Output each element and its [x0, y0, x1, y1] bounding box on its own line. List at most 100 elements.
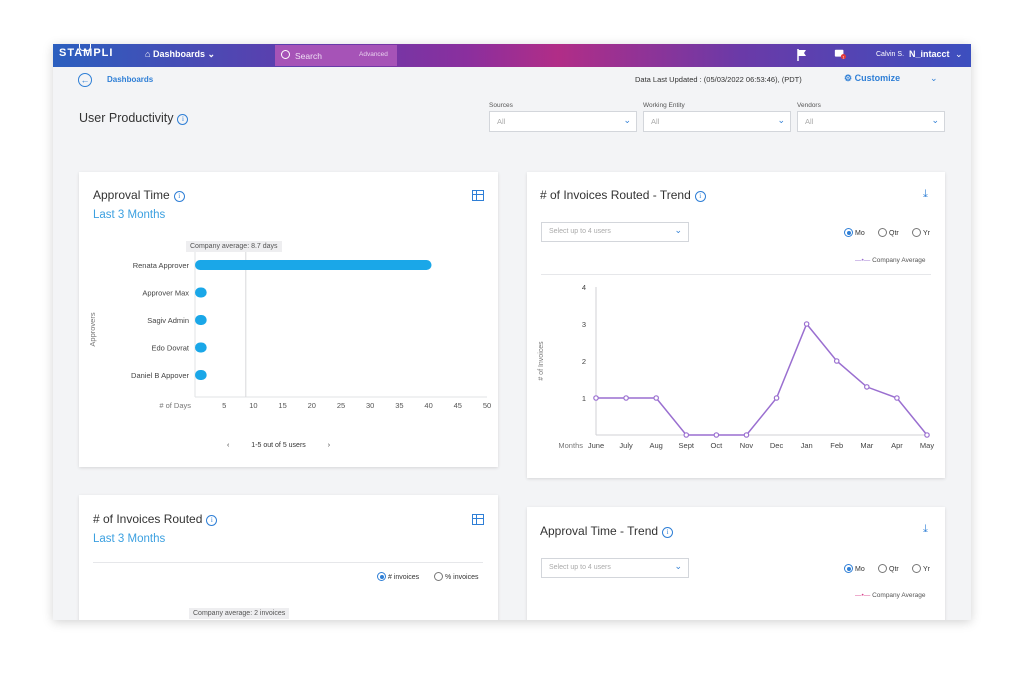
user-select[interactable]: Select up to 4 users ⌄: [541, 222, 689, 242]
org-name[interactable]: N_intacct: [909, 49, 950, 59]
page-title-text: User Productivity: [79, 111, 174, 125]
data-point: [894, 395, 900, 401]
chevron-down-icon: ⌄: [777, 115, 785, 125]
header-chevron-down-icon[interactable]: ⌄: [930, 73, 938, 83]
legend-marker-icon: —•—: [855, 592, 871, 599]
notification-count: 1: [842, 55, 844, 59]
user-select[interactable]: Select up to 4 users ⌄: [541, 558, 689, 578]
breadcrumb-dashboards[interactable]: Dashboards: [107, 75, 154, 84]
radio-invoice-count[interactable]: # invoices: [377, 572, 419, 581]
bar: [195, 315, 207, 325]
divider: [93, 562, 483, 563]
next-page-button[interactable]: ›: [327, 442, 331, 449]
legend-label: Company Average: [872, 592, 926, 599]
radio-quarter-label: Qtr: [889, 566, 899, 573]
approval-time-bar-chart: Renata Approver Approver Max Sagiv Admin Ed…: [88, 252, 491, 410]
bar: [195, 287, 207, 298]
radio-year-label: Yr: [923, 230, 930, 237]
table-view-icon[interactable]: [472, 190, 484, 201]
customize-button[interactable]: ⚙ Customize: [844, 73, 900, 84]
pagination: ‹ 1-5 out of 5 users ›: [227, 442, 330, 449]
customize-label: Customize: [854, 73, 901, 83]
x-tick-label: Aug: [650, 441, 663, 450]
radio-invoice-count-label: # invoices: [388, 574, 420, 581]
chevron-down-icon: ⌄: [623, 115, 631, 125]
download-icon[interactable]: ⤓: [923, 523, 928, 535]
company-average-tag: Company average: 2 invoices: [189, 608, 290, 619]
prev-page-button[interactable]: ‹: [227, 442, 230, 449]
info-icon[interactable]: i: [177, 114, 189, 125]
user-name[interactable]: Calvin S.: [876, 51, 905, 58]
pagination-text: 1-5 out of 5 users: [251, 442, 306, 449]
x-tick-label: Feb: [830, 441, 843, 450]
info-icon[interactable]: i: [206, 515, 218, 526]
x-tick-label: 20: [308, 401, 316, 410]
home-icon: ⌂: [145, 49, 151, 59]
radio-month[interactable]: Mo: [844, 564, 865, 573]
back-arrow-icon[interactable]: ←: [78, 73, 92, 87]
info-icon[interactable]: i: [694, 191, 706, 202]
legend-label: Company Average: [872, 257, 926, 264]
vendors-select[interactable]: All ⌄: [797, 111, 945, 132]
radio-quarter[interactable]: Qtr: [878, 228, 899, 237]
data-point: [803, 321, 810, 327]
legend-marker-icon: —•—: [855, 257, 871, 264]
flag-icon[interactable]: [797, 49, 807, 61]
x-tick-label: June: [588, 441, 604, 450]
x-tick-label: Sept: [679, 441, 695, 450]
x-tick-label: 5: [222, 401, 226, 410]
top-nav-bar: STAMPLI ⌂ Dashboards ⌄ Search Advanced 1…: [53, 44, 971, 67]
bar-category-label: Approver Max: [142, 289, 189, 298]
approval-trend-title: Approval Time - Trend i: [540, 524, 674, 538]
info-icon[interactable]: i: [173, 191, 185, 202]
info-icon[interactable]: i: [662, 527, 674, 538]
x-tick-label: 30: [366, 401, 374, 410]
radio-year[interactable]: Yr: [912, 228, 930, 237]
download-icon[interactable]: ⤓: [923, 188, 928, 200]
working-entity-select[interactable]: All ⌄: [643, 111, 791, 132]
x-tick-label: 50: [483, 401, 491, 410]
approval-time-title-text: Approval Time: [93, 188, 170, 202]
stampli-logo[interactable]: STAMPLI: [59, 44, 114, 59]
data-point: [924, 432, 930, 438]
table-view-icon[interactable]: [472, 514, 484, 525]
data-point: [623, 395, 629, 401]
bar-category-label: Edo Dovrat: [151, 344, 189, 353]
x-tick-label: Jan: [801, 441, 813, 450]
user-select-placeholder: Select up to 4 users: [549, 564, 611, 571]
chevron-down-icon: ⌄: [674, 225, 682, 235]
data-point: [653, 395, 659, 401]
dashboards-nav-menu[interactable]: ⌂ Dashboards ⌄: [145, 49, 215, 60]
invoices-routed-card: # of Invoices Routed i Last 3 Months # in…: [79, 495, 498, 620]
app-window: STAMPLI ⌂ Dashboards ⌄ Search Advanced 1…: [53, 44, 971, 620]
radio-invoice-percent[interactable]: % invoices: [434, 572, 478, 581]
x-tick-label: Mar: [860, 441, 873, 450]
chevron-down-icon: ⌄: [674, 561, 682, 571]
global-search[interactable]: Search Advanced: [275, 45, 397, 66]
gear-icon: ⚙: [844, 73, 853, 83]
invoices-trend-title-text: # of Invoices Routed - Trend: [540, 188, 691, 202]
approval-trend-title-text: Approval Time - Trend: [540, 524, 659, 538]
invoices-trend-title: # of Invoices Routed - Trend i: [540, 188, 706, 202]
x-tick-label: May: [920, 441, 934, 450]
notifications-icon[interactable]: 1: [834, 48, 846, 60]
approval-time-period: Last 3 Months: [93, 209, 166, 221]
advanced-search-link[interactable]: Advanced: [359, 51, 388, 58]
sources-select[interactable]: All ⌄: [489, 111, 637, 132]
x-tick-label: 45: [454, 401, 462, 410]
x-tick-label: July: [619, 441, 633, 450]
search-input[interactable]: Search: [295, 51, 322, 61]
radio-year[interactable]: Yr: [912, 564, 930, 573]
bar-category-label: Renata Approver: [133, 261, 190, 270]
bar: [195, 370, 207, 380]
vendors-label: Vendors: [797, 102, 821, 109]
bar-category-label: Daniel B Appover: [131, 371, 189, 380]
radio-month[interactable]: Mo: [844, 228, 865, 237]
radio-month-label: Mo: [855, 230, 865, 237]
radio-quarter[interactable]: Qtr: [878, 564, 899, 573]
logo-text: STAMPLI: [59, 47, 114, 59]
org-chevron-down-icon[interactable]: ⌄: [955, 49, 963, 59]
sources-label: Sources: [489, 102, 513, 109]
bar: [195, 342, 207, 353]
radio-invoice-percent-label: % invoices: [445, 574, 479, 581]
